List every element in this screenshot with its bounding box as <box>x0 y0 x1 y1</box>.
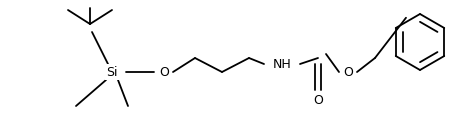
Text: Si: Si <box>106 65 118 79</box>
Text: O: O <box>343 65 353 79</box>
Text: O: O <box>159 65 169 79</box>
Text: NH: NH <box>273 58 291 70</box>
Text: O: O <box>313 93 323 107</box>
